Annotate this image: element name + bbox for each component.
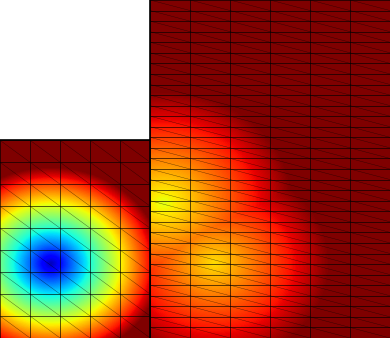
- Bar: [0, 0, 150, 140]
